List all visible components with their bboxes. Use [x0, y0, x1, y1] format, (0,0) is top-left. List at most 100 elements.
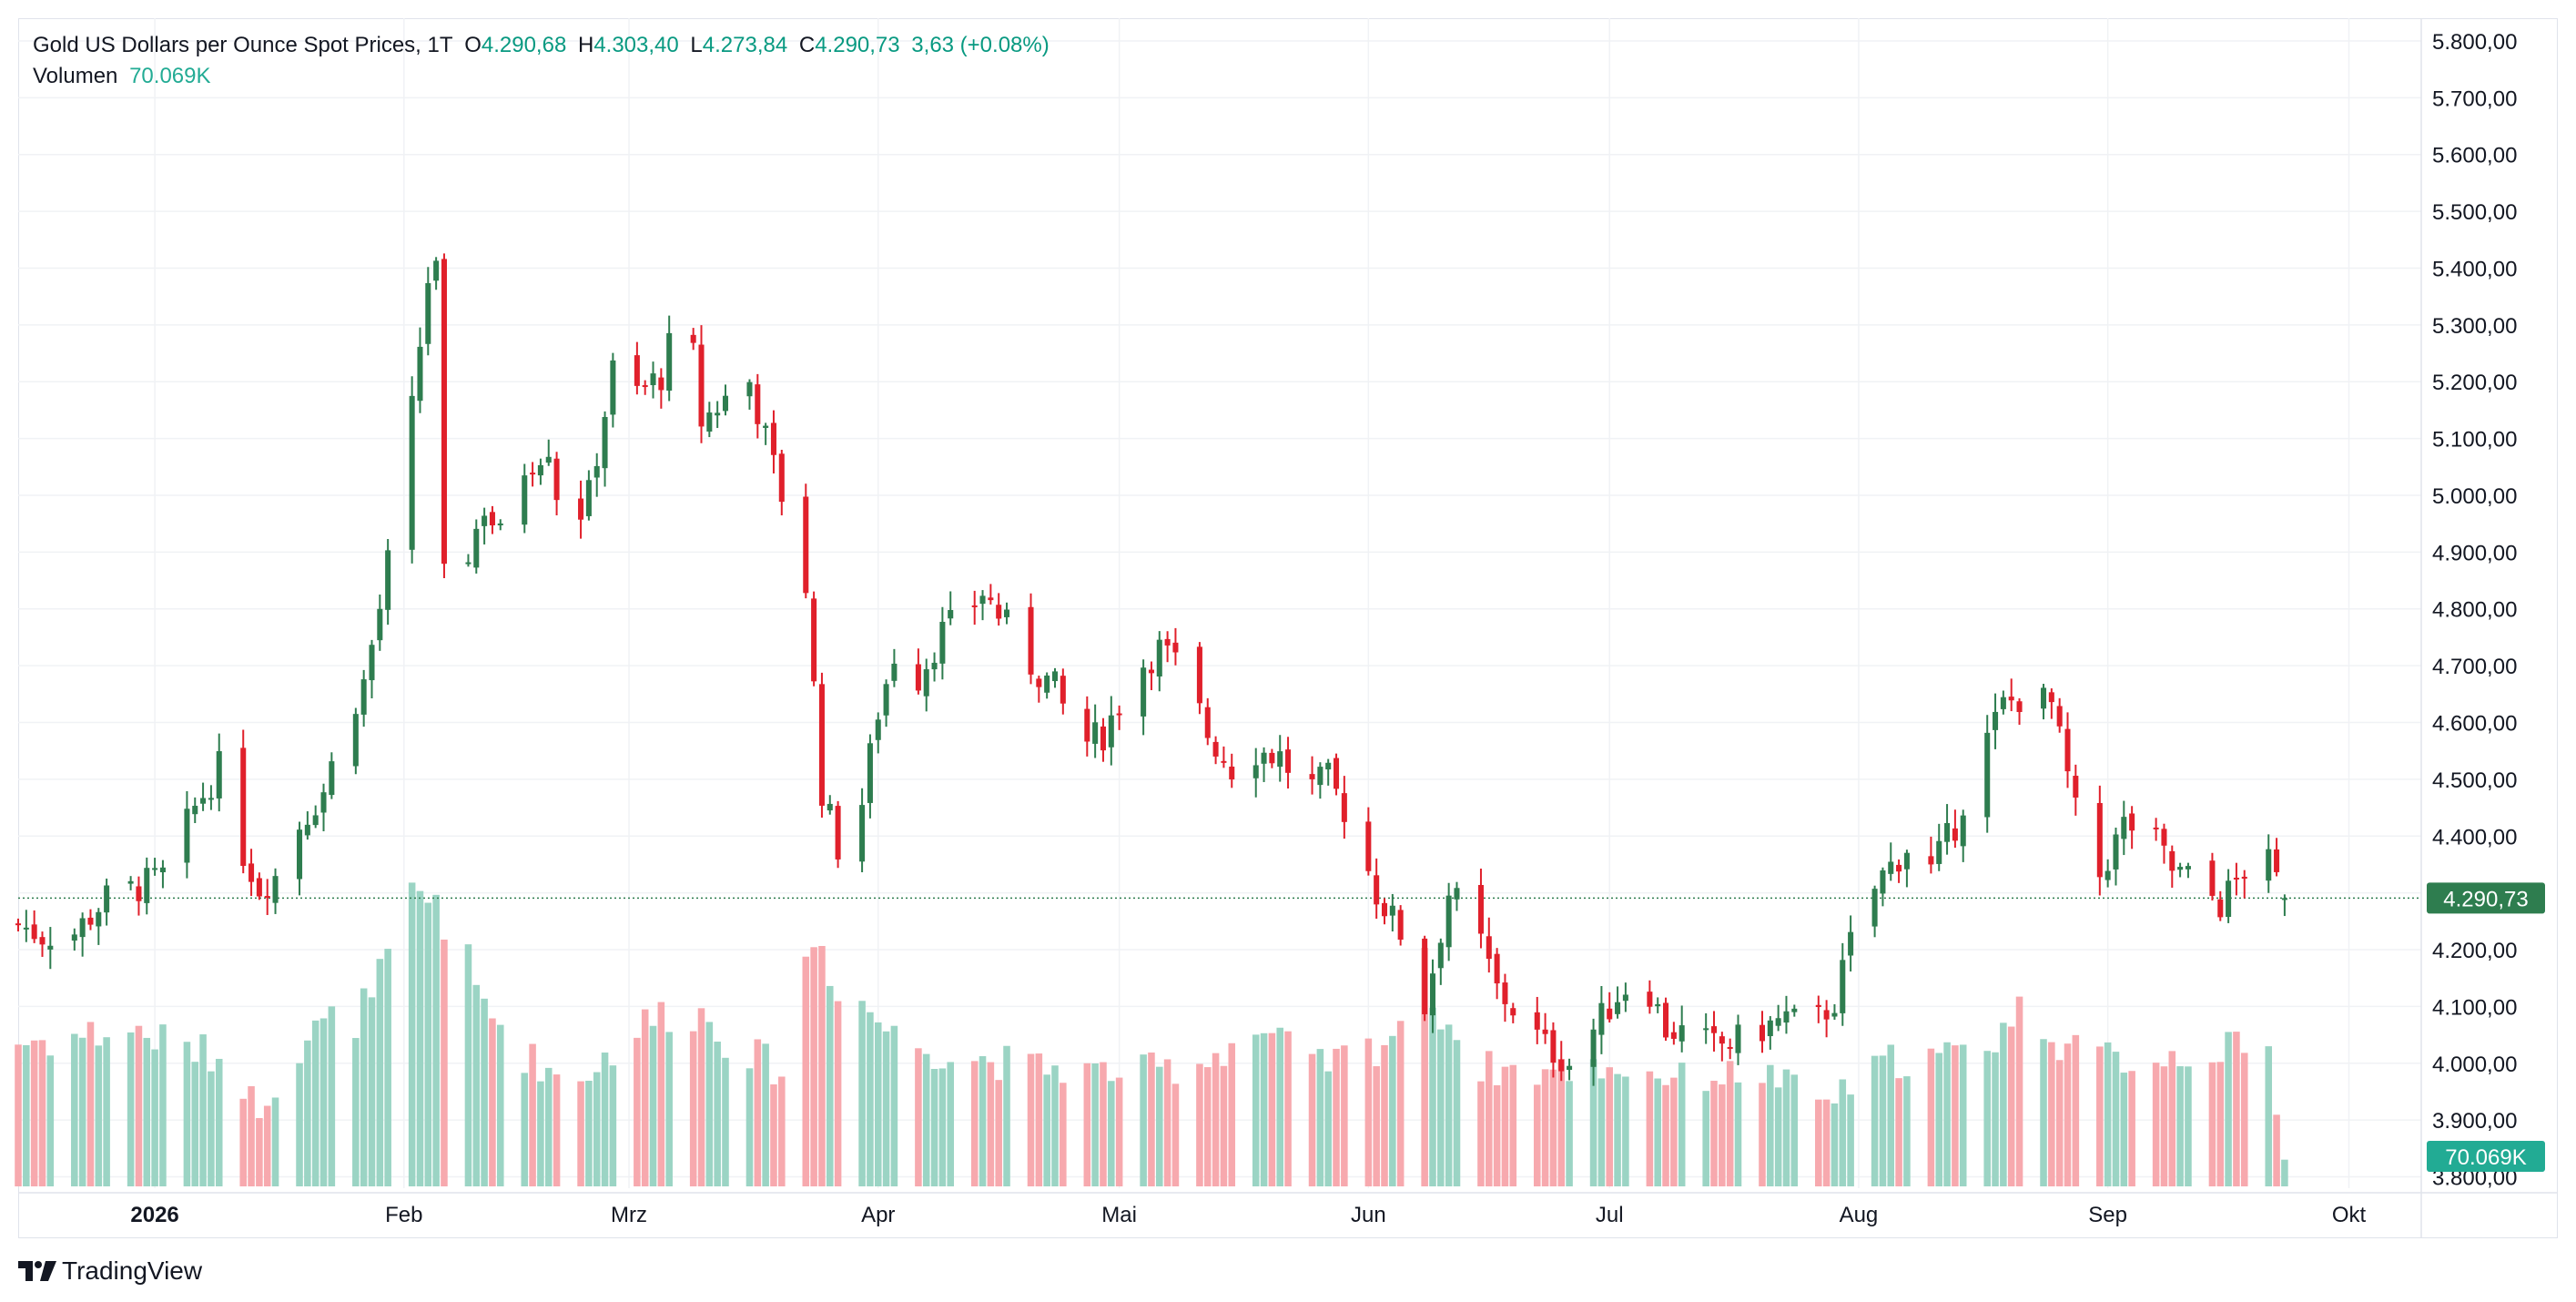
candle[interactable]: [1204, 697, 1211, 746]
candle[interactable]: [1397, 905, 1404, 946]
candle[interactable]: [2169, 845, 2175, 888]
candle[interactable]: [1944, 804, 1951, 855]
candle[interactable]: [1445, 882, 1452, 961]
candle[interactable]: [1285, 737, 1292, 789]
candle[interactable]: [208, 785, 214, 810]
candle[interactable]: [1848, 915, 1854, 971]
candle[interactable]: [409, 376, 415, 564]
candle[interactable]: [1783, 995, 1790, 1034]
candle[interactable]: [939, 606, 946, 680]
candle[interactable]: [1735, 1014, 1741, 1065]
candle[interactable]: [2281, 894, 2287, 917]
candle[interactable]: [1277, 735, 1283, 782]
candle[interactable]: [1116, 705, 1122, 730]
candle[interactable]: [1678, 1005, 1685, 1053]
candle[interactable]: [1172, 627, 1179, 666]
candle[interactable]: [585, 470, 592, 521]
candle[interactable]: [417, 327, 423, 413]
candle[interactable]: [1325, 758, 1332, 786]
candle[interactable]: [2177, 862, 2184, 878]
candle[interactable]: [1365, 807, 1372, 876]
candle[interactable]: [2048, 688, 2054, 719]
candle[interactable]: [127, 876, 134, 890]
candle[interactable]: [996, 593, 1002, 626]
candle[interactable]: [1494, 948, 1500, 1000]
candle[interactable]: [2113, 827, 2119, 886]
candle[interactable]: [1486, 917, 1492, 973]
candle[interactable]: [650, 361, 656, 399]
candle[interactable]: [883, 679, 889, 727]
candle[interactable]: [1036, 676, 1042, 703]
candle[interactable]: [818, 672, 825, 819]
candle[interactable]: [2056, 697, 2063, 733]
candle[interactable]: [465, 554, 472, 567]
candle[interactable]: [360, 669, 367, 727]
candle[interactable]: [1141, 659, 1147, 736]
candle[interactable]: [553, 452, 560, 515]
candle[interactable]: [272, 868, 279, 914]
candle[interactable]: [578, 480, 584, 539]
candle[interactable]: [1092, 704, 1099, 758]
candle[interactable]: [988, 584, 994, 605]
candle[interactable]: [690, 328, 696, 351]
candle[interactable]: [2000, 690, 2006, 715]
candle[interactable]: [2096, 785, 2103, 896]
candle[interactable]: [2104, 859, 2111, 888]
candle[interactable]: [2153, 818, 2159, 841]
candle[interactable]: [867, 734, 873, 819]
candle[interactable]: [425, 267, 431, 356]
candle[interactable]: [979, 590, 986, 621]
candle[interactable]: [1952, 809, 1958, 849]
candle[interactable]: [79, 912, 86, 957]
candle[interactable]: [1100, 717, 1106, 762]
candle[interactable]: [1454, 881, 1460, 911]
candle[interactable]: [948, 591, 954, 626]
candle[interactable]: [482, 507, 488, 544]
candle[interactable]: [835, 800, 841, 869]
candle[interactable]: [537, 458, 543, 485]
candle[interactable]: [1622, 982, 1628, 1012]
candle[interactable]: [530, 462, 536, 487]
candle[interactable]: [1815, 995, 1821, 1023]
candle[interactable]: [778, 450, 785, 516]
candle[interactable]: [1615, 986, 1621, 1019]
candle[interactable]: [634, 341, 640, 395]
candles[interactable]: [15, 253, 2287, 1086]
candle[interactable]: [1607, 992, 1613, 1023]
candle[interactable]: [2217, 890, 2224, 921]
candle[interactable]: [2121, 800, 2127, 856]
candle[interactable]: [1108, 696, 1114, 766]
candle[interactable]: [15, 918, 22, 931]
candle[interactable]: [1647, 980, 1653, 1014]
candle[interactable]: [1261, 747, 1267, 782]
candle[interactable]: [497, 519, 503, 531]
candle[interactable]: [1534, 996, 1540, 1044]
candle[interactable]: [2073, 764, 2079, 816]
candle[interactable]: [1590, 1018, 1597, 1086]
candle[interactable]: [1759, 1011, 1766, 1053]
candle[interactable]: [1791, 1004, 1798, 1017]
candle[interactable]: [2040, 684, 2047, 720]
candle[interactable]: [803, 483, 809, 599]
candle[interactable]: [1880, 867, 1886, 907]
candle[interactable]: [1084, 696, 1090, 757]
candle[interactable]: [1871, 885, 1878, 938]
candle[interactable]: [1309, 756, 1315, 795]
candle[interactable]: [545, 439, 552, 466]
candle[interactable]: [722, 384, 729, 416]
candle[interactable]: [87, 909, 94, 931]
candle[interactable]: [1028, 593, 1034, 685]
candle[interactable]: [473, 519, 480, 574]
candle[interactable]: [2233, 862, 2239, 896]
candle[interactable]: [2185, 862, 2191, 879]
candle[interactable]: [369, 639, 375, 698]
candle[interactable]: [1341, 776, 1347, 839]
candle[interactable]: [96, 908, 102, 945]
candle[interactable]: [1164, 631, 1171, 663]
candle[interactable]: [1984, 715, 1991, 833]
candle[interactable]: [891, 648, 898, 687]
candle[interactable]: [1896, 859, 1902, 883]
candle[interactable]: [1936, 823, 1942, 871]
candle[interactable]: [264, 879, 270, 915]
